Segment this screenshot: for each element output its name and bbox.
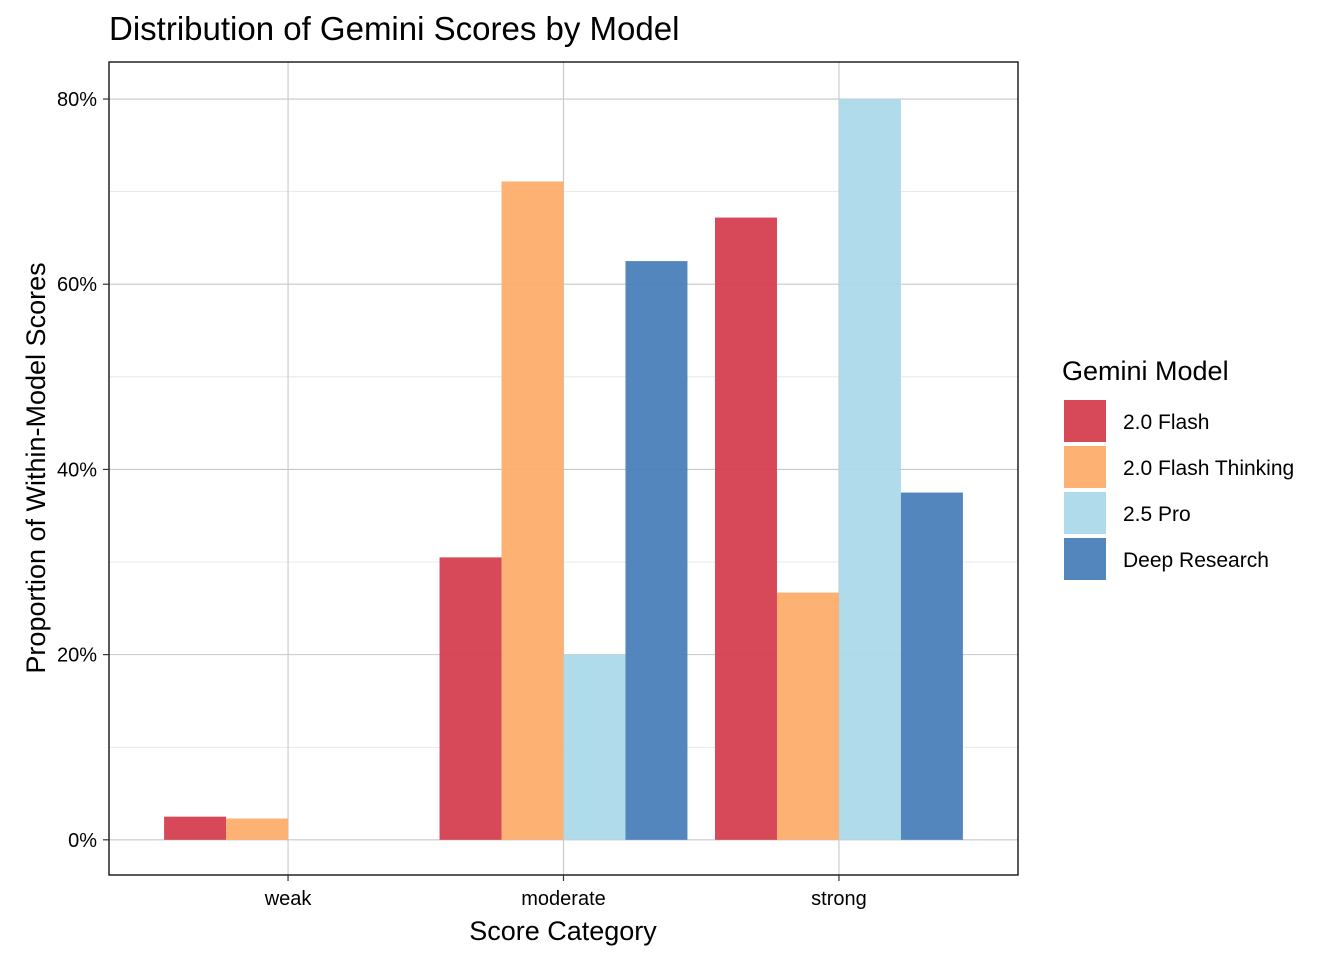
bar-moderate-2-0-flash-thinking [501,181,564,840]
bar-strong-deep-research [900,492,963,840]
y-tick-label: 80% [57,89,97,111]
x-tick-label: strong [811,888,867,910]
legend-title: Gemini Model [1062,356,1229,386]
x-tick-label: moderate [521,888,606,910]
y-axis-title: Proportion of Within-Model Scores [21,262,51,673]
chart-title: Distribution of Gemini Scores by Model [109,10,679,47]
bar-strong-2-0-flash-thinking [776,592,839,840]
legend-label: 2.5 Pro [1123,503,1191,526]
bar-weak-2-0-flash-thinking [226,818,289,840]
y-tick-label: 60% [57,274,97,296]
y-axis: 0% 20% 40% 60% 80% [57,89,109,852]
x-axis-title: Score Category [469,916,657,946]
legend-key [1064,446,1106,488]
y-tick-label: 20% [57,645,97,667]
legend-key [1064,492,1106,534]
legend: Gemini Model 2.0 Flash 2.0 Flash Thinking… [1062,356,1294,580]
bar-weak-2-0-flash [164,816,227,840]
bar-strong-2-5-pro [838,99,901,840]
x-axis: weak moderate strong [264,875,867,910]
bar-moderate-deep-research [625,261,688,840]
bar-strong-2-0-flash [715,217,777,840]
bar-moderate-2-0-flash [439,557,502,840]
legend-label: 2.0 Flash [1123,411,1209,434]
legend-label: Deep Research [1123,549,1269,572]
legend-key [1064,538,1106,580]
legend-label: 2.0 Flash Thinking [1123,457,1294,480]
legend-key [1064,400,1106,442]
bars [164,99,963,840]
x-tick-label: weak [264,888,313,910]
y-tick-label: 0% [68,830,97,852]
y-tick-label: 40% [57,459,97,481]
bar-moderate-2-5-pro [563,654,626,840]
